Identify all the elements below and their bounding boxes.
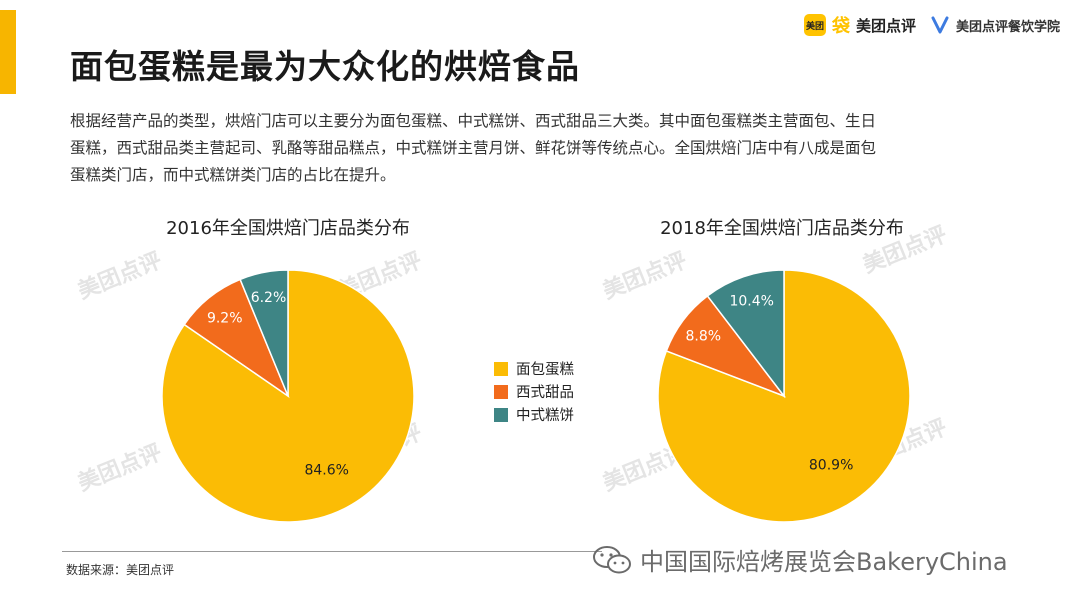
chart-title-2018: 2018年全国烘焙门店品类分布: [660, 218, 904, 239]
pie-slice: [706, 269, 785, 399]
legend-swatch: [494, 361, 508, 376]
meituan-badge-icon: 美团: [803, 14, 826, 36]
legend-swatch: [494, 407, 508, 422]
legend-item: 中式糕饼: [494, 403, 574, 426]
legend-item: 西式甜品: [494, 380, 574, 403]
intro-line: 蛋糕，西式甜品类主营起司、乳酪等甜品糕点，中式糕饼主营月饼、鲜花饼等传统点心。全…: [70, 139, 877, 157]
chart-title-2016: 2016年全国烘焙门店品类分布: [166, 218, 410, 239]
pie-slice: [161, 269, 415, 523]
legend-item: 面包蛋糕: [494, 357, 574, 380]
footer-rule: [62, 551, 602, 552]
pie-chart-2016: 84.6% 9.2% 6.2%: [161, 269, 415, 523]
intro-paragraph: 根据经营产品的类型，烘焙门店可以主要分为面包蛋糕、中式糕饼、西式甜品三大类。其中…: [70, 108, 1010, 189]
pie-slice: [657, 269, 911, 523]
slice-label: 84.6%: [304, 463, 348, 479]
chart-legend: 面包蛋糕 西式甜品 中式糕饼: [494, 357, 574, 426]
legend-label: 中式糕饼: [516, 408, 574, 424]
background-watermark: 美团点评: [74, 440, 166, 497]
meituan-dianping-logo: 美团 袋 美团点评: [803, 12, 916, 38]
slice-label: 10.4%: [729, 294, 773, 310]
slice-label: 8.8%: [685, 329, 721, 345]
background-watermark: 美团点评: [74, 248, 166, 305]
dianping-mark-icon: 袋: [831, 16, 850, 37]
wechat-icon: [593, 545, 631, 573]
slice-label: 80.9%: [809, 458, 853, 474]
logo-name: 美团点评: [855, 16, 916, 35]
pie-slice: [239, 269, 289, 397]
accent-bar: [0, 10, 16, 94]
data-source: 数据来源：美团点评: [66, 563, 175, 577]
legend-label: 西式甜品: [516, 385, 574, 401]
catering-academy-logo: 美团点评餐饮学院: [930, 15, 1060, 35]
intro-line: 根据经营产品的类型，烘焙门店可以主要分为面包蛋糕、中式糕饼、西式甜品三大类。其中…: [70, 112, 877, 130]
intro-line: 蛋糕类门店，而中式糕饼类门店的占比在提升。: [70, 166, 396, 184]
logo-group: 美团 袋 美团点评 美团点评餐饮学院: [803, 12, 1060, 38]
legend-label: 面包蛋糕: [516, 362, 574, 378]
page-title: 面包蛋糕是最为大众化的烘焙食品: [70, 47, 580, 86]
watermark-text: 中国国际焙烤展览会BakeryChina: [640, 548, 1008, 576]
academy-name: 美团点评餐饮学院: [955, 19, 1060, 35]
slice-label: 6.2%: [251, 290, 287, 306]
slice-label: 9.2%: [207, 311, 243, 327]
pie-chart-2018: 80.9% 8.8% 10.4%: [657, 269, 911, 523]
legend-swatch: [494, 384, 508, 399]
academy-logo-icon: [931, 16, 949, 34]
wechat-watermark: 中国国际焙烤展览会BakeryChina: [592, 542, 1008, 577]
